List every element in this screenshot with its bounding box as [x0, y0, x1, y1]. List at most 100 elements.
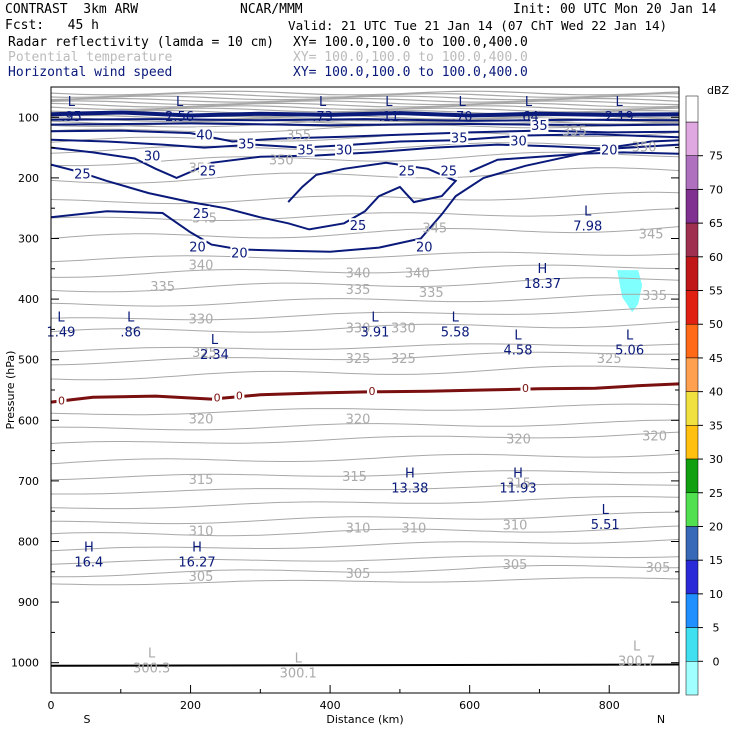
theta-label: 340	[346, 266, 371, 281]
wind-label: 30	[336, 143, 353, 158]
theta-label: 315	[189, 473, 214, 488]
colorbar-swatch	[685, 593, 699, 628]
extremum-value: 2.56	[165, 110, 194, 125]
colorbar-swatch	[685, 290, 699, 325]
wind-label-bg	[143, 148, 162, 163]
y-tick-label: 1000	[11, 657, 39, 670]
extremum-value: .86	[120, 325, 141, 340]
wind-contour	[50, 133, 680, 149]
extremum-kind: L	[633, 639, 641, 654]
wind-label-bg	[450, 130, 469, 145]
extremum-value: 16.27	[178, 556, 215, 571]
zero-label: 0	[214, 391, 221, 404]
colorbar-label: 5	[713, 622, 720, 635]
extremum-value: .11	[379, 110, 400, 125]
theta-contour	[50, 470, 680, 481]
extremum-kind: L	[148, 647, 156, 662]
header-product: CONTRAST 3km ARW	[5, 2, 139, 17]
wind-label-bg	[415, 239, 434, 254]
y-tick-label: 500	[18, 354, 39, 367]
wind-label-bg	[335, 142, 354, 157]
colorbar-swatch	[685, 155, 699, 190]
wind-label: 25	[74, 168, 91, 183]
wind-contour	[50, 161, 458, 231]
field-reflectivity-name: Radar reflectivity (lamda = 10 cm)	[8, 35, 275, 50]
theta-contour	[50, 277, 680, 293]
theta-contour	[50, 142, 680, 154]
theta-label: 330	[346, 322, 371, 337]
theta-contour	[50, 525, 680, 537]
extremum-value: 7.98	[573, 219, 602, 234]
wind-label: 40	[196, 128, 213, 143]
colorbar-label: 50	[709, 318, 723, 331]
extremum-kind: L	[371, 310, 379, 325]
wind-label-bg	[296, 142, 315, 157]
zero-label-bg	[212, 391, 223, 404]
wind-label: 35	[297, 143, 314, 158]
theta-contour	[50, 191, 680, 205]
extremum-kind: L	[602, 503, 610, 518]
theta-label: 355	[286, 128, 311, 143]
x-tick-label: 200	[180, 699, 201, 712]
wind-label-bg	[195, 127, 214, 142]
theta-label: 320	[346, 412, 371, 427]
y-tick-label: 100	[18, 111, 39, 124]
x-tick-label: 600	[459, 699, 480, 712]
theta-label: 310	[189, 525, 214, 540]
x-tick-label: 400	[320, 699, 341, 712]
extremum-value: 11.93	[499, 482, 536, 497]
theta-contour	[50, 577, 680, 586]
theta-contour	[50, 538, 680, 552]
reflectivity-echo	[617, 270, 643, 313]
extremum-value: 3.91	[360, 325, 389, 340]
zero-label: 0	[58, 394, 65, 407]
colorbar-label: 65	[709, 217, 723, 230]
colorbar-swatch	[685, 323, 699, 359]
extremum-kind: H	[84, 541, 94, 556]
wind-contour	[50, 118, 680, 122]
colorbar-label: 25	[709, 487, 723, 500]
x-end-label-north: N	[657, 713, 665, 726]
field-wind-name: Horizontal wind speed	[8, 65, 173, 80]
theta-label: 335	[150, 280, 175, 295]
extremum-kind: L	[452, 310, 460, 325]
theta-contour	[50, 511, 680, 525]
wind-label: 35	[451, 131, 468, 146]
theta-label: 350	[632, 140, 657, 155]
theta-contour	[50, 555, 680, 565]
y-tick-label: 800	[18, 536, 39, 549]
theta-label: 355	[562, 125, 587, 140]
extremum-value: 16.4	[74, 556, 103, 571]
colorbar-label: 75	[709, 150, 723, 163]
y-axis-label: Pressure (hPa)	[4, 351, 17, 430]
extremum-kind: L	[57, 310, 65, 325]
wind-label: 25	[399, 165, 416, 180]
header-center: NCAR/MMM	[240, 2, 303, 17]
theta-label: 305	[646, 561, 671, 576]
wind-label: 20	[601, 143, 618, 158]
extremum-value: 2.34	[200, 348, 229, 363]
surface-line	[50, 663, 680, 667]
theta-label: 345	[422, 222, 447, 237]
colorbar-swatch	[685, 627, 699, 662]
field-wind-xy: XY= 100.0,100.0 to 100.0,400.0	[293, 65, 528, 80]
theta-label: 310	[401, 522, 426, 537]
theta-label: 325	[391, 352, 416, 367]
theta-contour-upper	[50, 97, 680, 103]
colorbar-swatch	[685, 121, 699, 156]
extremum-value: 13.38	[391, 482, 428, 497]
theta-contour	[50, 208, 680, 221]
extremum-kind: L	[525, 95, 533, 110]
wind-label: 35	[531, 119, 548, 134]
colorbar-label: 55	[709, 285, 723, 298]
theta-label: 320	[506, 432, 531, 447]
extremum-kind: L	[459, 95, 467, 110]
colorbar-swatch	[685, 256, 699, 291]
extremum-value: .70	[452, 110, 473, 125]
extremum-kind: L	[211, 333, 219, 348]
theta-contour	[50, 496, 680, 510]
wind-label: 25	[350, 219, 367, 234]
colorbar-title: dBZ	[707, 84, 730, 97]
theta-contour-upper	[50, 100, 680, 106]
